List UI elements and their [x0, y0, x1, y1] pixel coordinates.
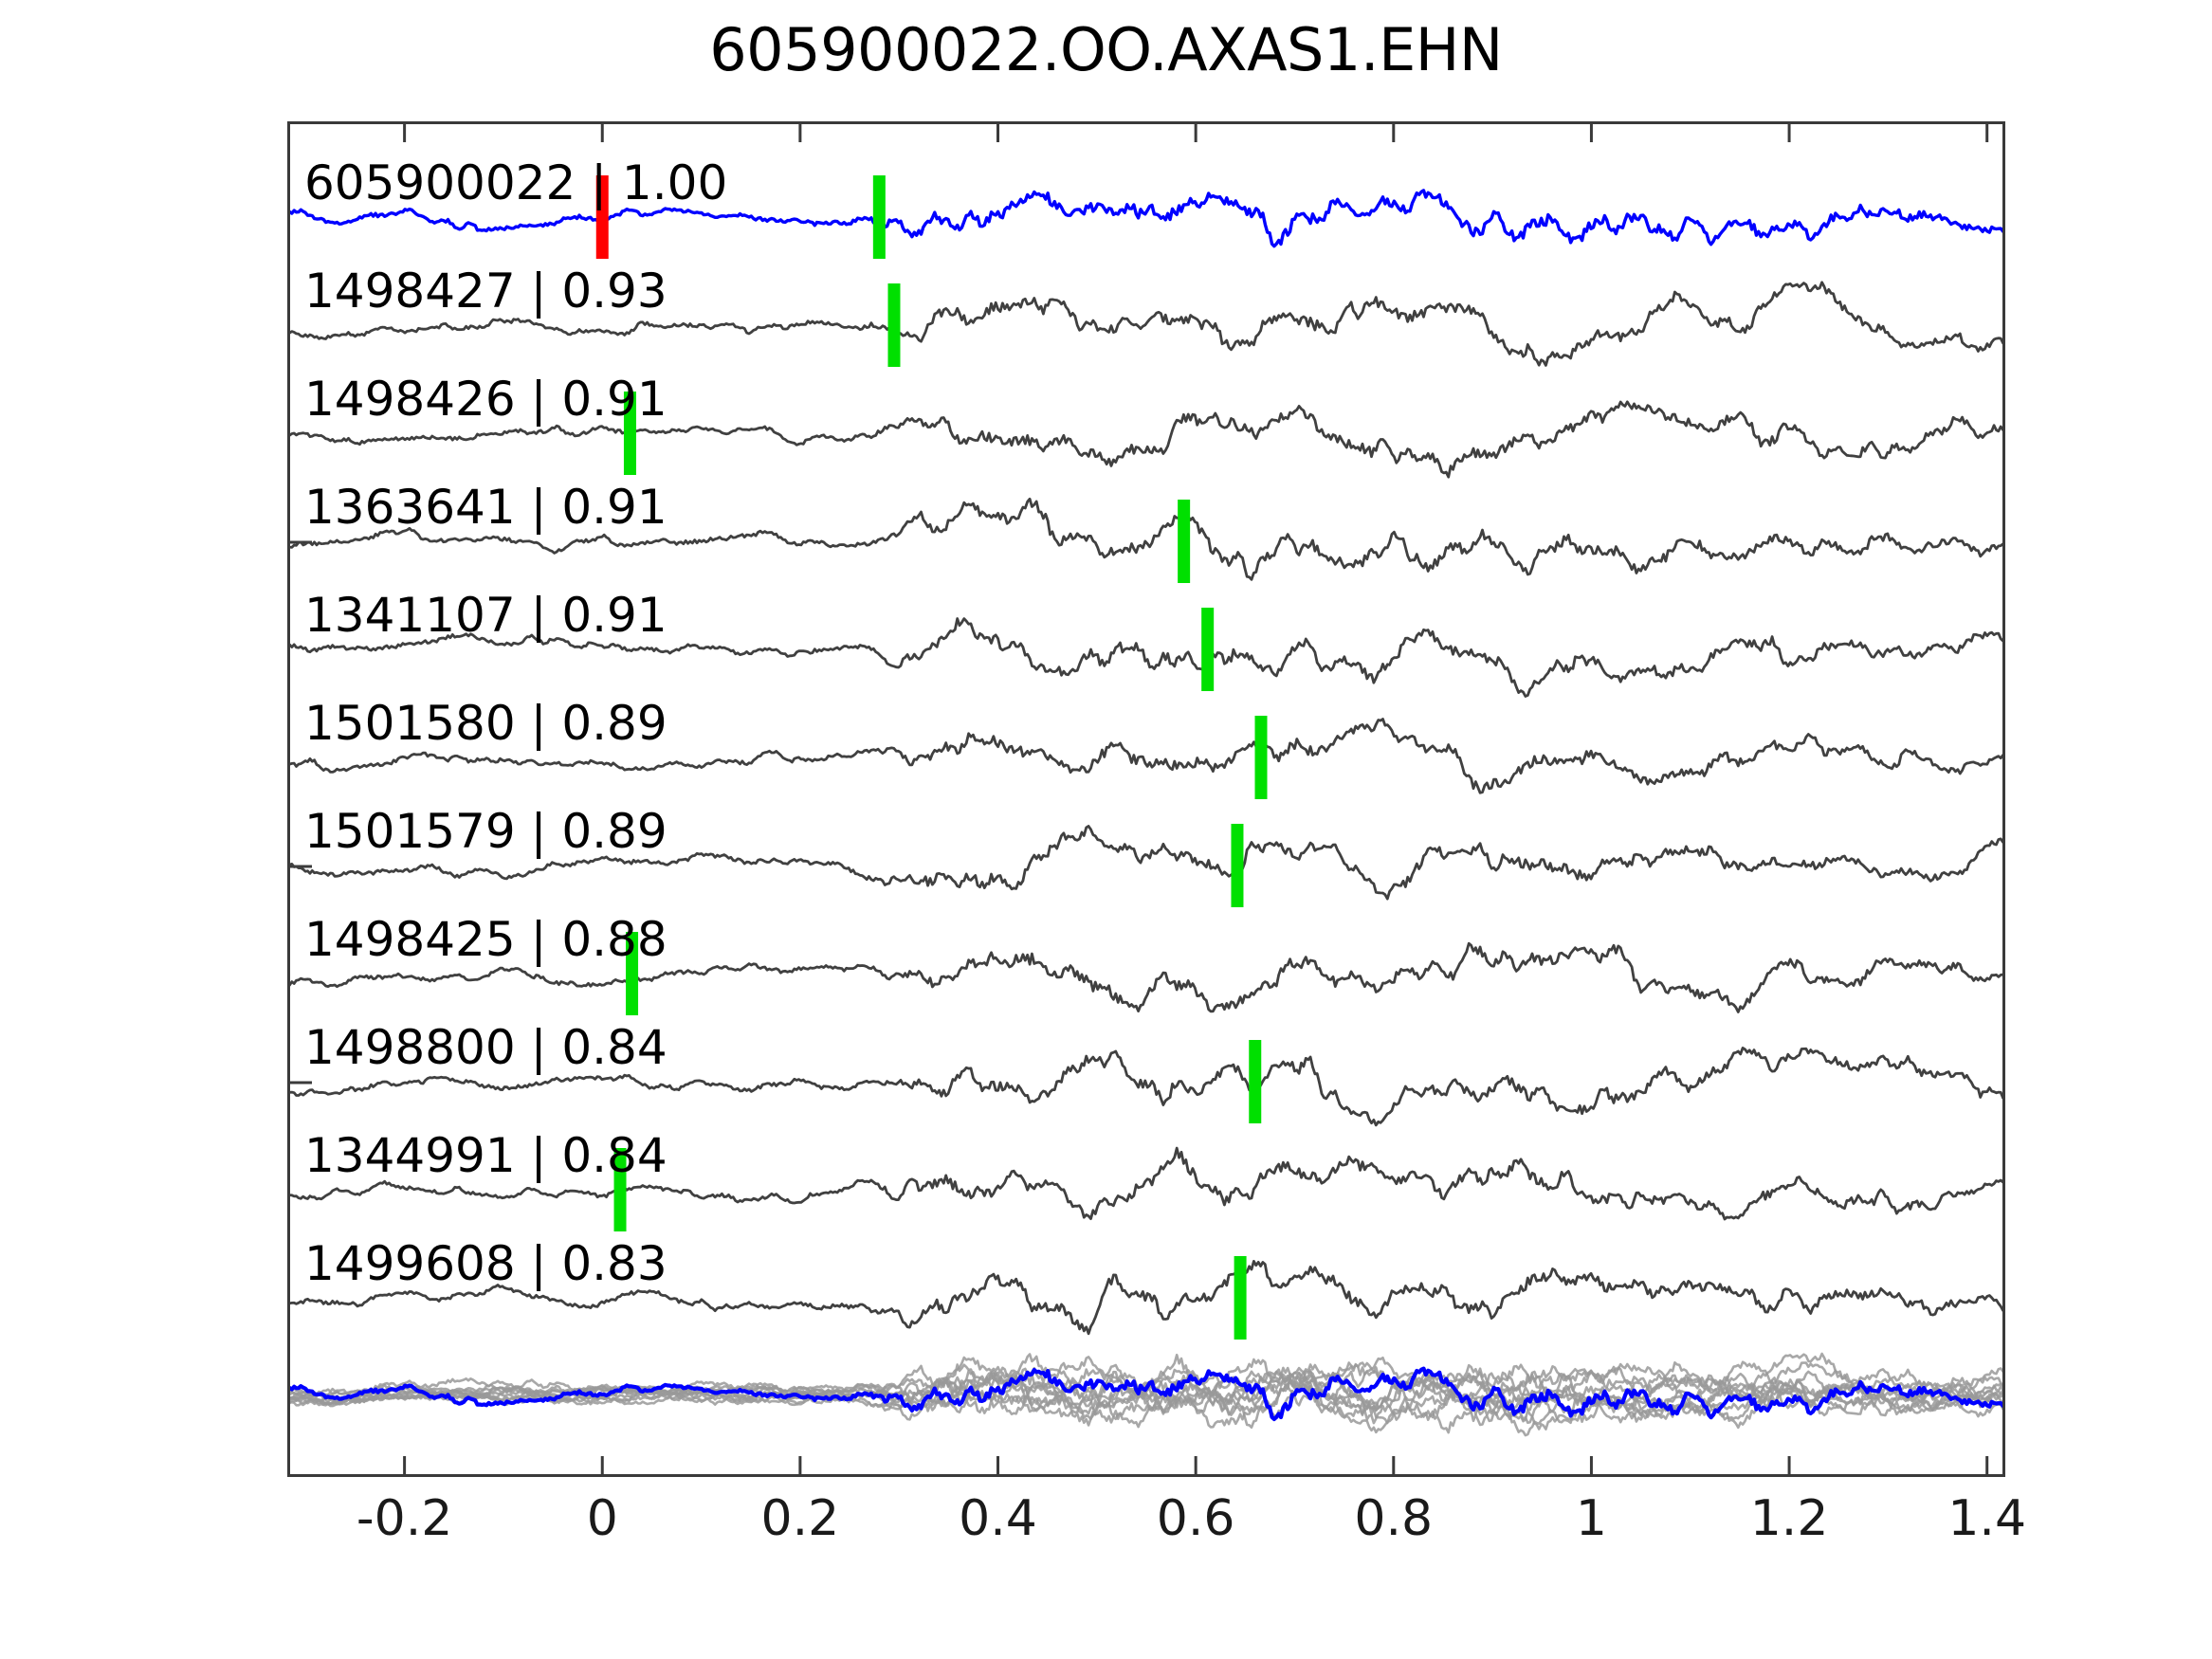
- pick-marker-1344991: [613, 1148, 627, 1231]
- waveform-trace-1498426: [287, 400, 2005, 479]
- waveform-trace-605900022: [287, 189, 2005, 248]
- pick-marker-1341107: [1201, 608, 1215, 691]
- trace-label-1498800: 1498800 | 0.84: [304, 1020, 667, 1075]
- trace-label-1344991: 1344991 | 0.84: [304, 1128, 667, 1183]
- waveform-canvas: [287, 121, 2005, 1477]
- trace-label-1498427: 1498427 | 0.93: [304, 264, 667, 319]
- pick-marker-605900022: [595, 175, 609, 259]
- trace-label-1501580: 1501580 | 0.89: [304, 696, 667, 751]
- pick-marker-1501580: [1254, 716, 1268, 799]
- x-tick-label: 1.2: [1749, 1490, 1829, 1547]
- waveform-trace-1498427: [287, 281, 2005, 367]
- pick-marker-1498427: [887, 283, 901, 367]
- pick-marker-1363641: [1178, 500, 1191, 583]
- waveform-trace-1499608: [287, 1260, 2005, 1336]
- waveform-trace-1498800: [287, 1047, 2005, 1127]
- secondary-pick-marker-605900022: [872, 175, 886, 259]
- stack-overlay-trace: [287, 1358, 2005, 1427]
- waveform-trace-1341107: [287, 617, 2005, 698]
- x-axis-ticks: [403, 121, 1989, 1477]
- waveform-trace-1498425: [287, 941, 2005, 1013]
- x-tick-label: 1: [1575, 1490, 1607, 1547]
- pick-marker-1498426: [623, 392, 636, 475]
- x-tick-label: -0.2: [356, 1490, 453, 1547]
- trace-label-1499608: 1499608 | 0.83: [304, 1236, 667, 1291]
- trace-label-1498426: 1498426 | 0.91: [304, 372, 667, 427]
- pick-marker-1499608: [1234, 1256, 1247, 1340]
- x-axis-tick-labels: -0.2 0 0.2 0.4 0.6 0.8 1 1.2 1.4: [287, 1490, 2026, 1557]
- waveform-trace-1501580: [287, 718, 2005, 794]
- trace-label-1341107: 1341107 | 0.91: [304, 588, 667, 643]
- x-tick-label: 1.4: [1947, 1490, 2027, 1547]
- trace-label-605900022: 605900022 | 1.00: [304, 155, 728, 210]
- x-tick-label: 0: [586, 1490, 618, 1547]
- pick-marker-1498425: [626, 932, 639, 1015]
- waveform-trace-1363641: [287, 497, 2005, 581]
- x-tick-label: 0.2: [760, 1490, 840, 1547]
- x-tick-label: 0.6: [1156, 1490, 1235, 1547]
- x-tick-label: 0.8: [1354, 1490, 1434, 1547]
- trace-label-1363641: 1363641 | 0.91: [304, 480, 667, 535]
- stack-template-trace: [287, 1366, 2005, 1422]
- waveform-trace-1344991: [287, 1146, 2005, 1221]
- x-tick-label: 0.4: [959, 1490, 1037, 1547]
- waveform-trace-1501579: [287, 825, 2005, 901]
- pick-marker-1501579: [1231, 824, 1244, 907]
- page-title: 605900022.OO.AXAS1.EHN: [709, 15, 1503, 84]
- trace-label-1501579: 1501579 | 0.89: [304, 804, 667, 859]
- trace-label-1498425: 1498425 | 0.88: [304, 912, 667, 967]
- pick-marker-1498800: [1249, 1040, 1262, 1123]
- plot-area: 605900022 | 1.00 1498427 | 0.93 1498426 | …: [287, 121, 2005, 1477]
